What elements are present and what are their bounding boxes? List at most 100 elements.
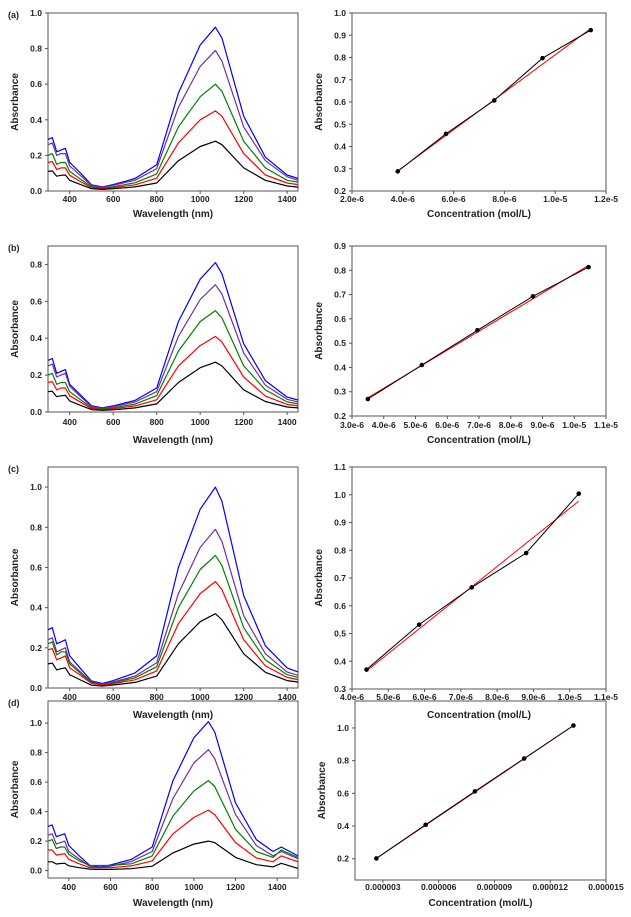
spectrum-series-2 (47, 310, 299, 410)
x-tick-label: 4.0e-6 (340, 692, 364, 702)
y-tick-label: 0.6 (334, 601, 346, 611)
x-tick-label: 1.1e-5 (594, 420, 618, 430)
x-tick-label: 400 (63, 194, 77, 204)
y-tick-label: 0.4 (334, 142, 346, 152)
x-tick-label: 1000 (191, 417, 210, 427)
y-tick-label: 0.4 (30, 115, 42, 125)
x-tick-label: 1000 (184, 882, 203, 892)
spectrum-series-1 (47, 528, 299, 685)
spectrum-series-1 (47, 49, 299, 188)
spectrum-series-0 (47, 262, 299, 409)
data-point (374, 856, 379, 861)
y-tick-label: 0.8 (30, 522, 42, 532)
x-tick-label: 1.0e-5 (543, 194, 567, 204)
x-tick-label: 1200 (234, 417, 253, 427)
x-axis-label: Concentration (mol/L) (427, 710, 531, 721)
x-tick-label: 7.0e-6 (449, 692, 473, 702)
x-tick-label: 400 (63, 692, 77, 702)
x-tick-label: 600 (106, 692, 120, 702)
y-tick-label: 1.0 (334, 8, 346, 18)
y-tick-label: 0.8 (30, 259, 42, 269)
x-tick-label: 5.0e-6 (403, 420, 427, 430)
chart-panel-1: 2.0e-6 4.0e-6 6.0e-6 8.0e-6 1.0e-5 1.2e-5 0.2 0… (314, 8, 618, 220)
x-tick-label: 0.000003 (365, 882, 401, 892)
plot-frame (351, 12, 607, 192)
y-tick-label: 0.8 (334, 53, 346, 63)
data-point (423, 822, 428, 828)
plot-frame (47, 700, 299, 879)
data-point (530, 293, 536, 299)
x-axis-label: Wavelength (nm) (133, 898, 213, 909)
x-tick-label: 1200 (234, 692, 253, 702)
data-point (491, 98, 497, 103)
data-point (588, 27, 594, 33)
x-axis-label: Concentration (mol/L) (427, 435, 531, 446)
data-point (419, 362, 425, 368)
x-tick-label: 600 (106, 194, 120, 204)
y-tick-label: 0.7 (334, 290, 346, 300)
y-tick-label: 0.3 (334, 164, 346, 174)
panel-label: (a) (8, 10, 19, 20)
plot-frame (47, 12, 299, 192)
y-tick-label: 0.6 (30, 79, 42, 89)
y-tick-label: 1.0 (30, 718, 42, 728)
x-tick-label: 9.0e-6 (530, 420, 554, 430)
y-axis-label: Absorbance (314, 302, 325, 360)
y-tick-label: 0.4 (334, 362, 346, 372)
x-tick-label: 600 (106, 417, 120, 427)
y-tick-label: 1.0 (337, 723, 349, 733)
data-point (586, 264, 591, 270)
y-tick-label: 0.2 (30, 836, 42, 846)
spectrum-series-0 (47, 720, 299, 868)
x-tick-label: 400 (62, 882, 76, 892)
data-point (365, 396, 371, 402)
x-tick-label: 8.0e-6 (499, 420, 523, 430)
spectrum-series-4 (47, 613, 299, 687)
x-tick-label: 3.0e-6 (340, 420, 364, 430)
x-tick-label: 0.000012 (532, 882, 568, 892)
y-tick-label: 0.9 (334, 30, 346, 40)
x-axis-label: Concentration (mol/L) (427, 209, 531, 220)
data-point (540, 55, 545, 61)
y-tick-label: 0.6 (334, 314, 346, 324)
x-axis-label: Wavelength (nm) (133, 435, 213, 446)
y-tick-label: 0.4 (337, 821, 349, 831)
data-point (475, 327, 480, 333)
y-tick-label: 0.5 (334, 629, 346, 639)
spectrum-series-2 (47, 554, 299, 686)
x-tick-label: 6.0e-6 (413, 692, 437, 702)
x-tick-label: 1.1e-5 (594, 692, 618, 702)
spectrum-series-3 (48, 809, 299, 869)
y-tick-label: 0.8 (30, 748, 42, 758)
data-point (523, 550, 529, 556)
chart-panel-0: 400 600 800 1000 1200 1400 0.0 0.2 0.4 0.6 0.8 1.0 W… (8, 8, 299, 220)
data-point (521, 756, 527, 761)
y-tick-label: 0.4 (30, 603, 42, 613)
y-axis-label: Absorbance (10, 548, 21, 606)
panel-label: (d) (8, 698, 20, 708)
y-axis-label: Absorbance (314, 73, 325, 131)
spectrum-series-4 (47, 140, 299, 190)
data-point (443, 131, 449, 137)
panel-label: (c) (8, 464, 19, 474)
plot-frame (354, 700, 607, 881)
x-tick-label: 1.0e-5 (558, 692, 582, 702)
y-tick-label: 0.8 (334, 265, 346, 275)
x-tick-label: 1400 (278, 417, 297, 427)
y-axis-label: Absorbance (317, 761, 328, 819)
y-tick-label: 0.8 (334, 545, 346, 555)
x-tick-label: 6.0e-6 (435, 420, 459, 430)
x-tick-label: 5.0e-6 (376, 692, 400, 702)
x-tick-label: 1000 (191, 194, 210, 204)
y-tick-label: 0.2 (30, 643, 42, 653)
y-tick-label: 0.0 (30, 683, 42, 693)
spectrum-series-3 (47, 335, 299, 411)
chart-panel-2: 400 600 800 1000 1200 1400 0.0 0.2 0.4 0.6 0.8 Wave… (8, 243, 299, 446)
y-tick-label: 0.6 (30, 777, 42, 787)
y-tick-label: 0.2 (337, 854, 349, 864)
plot-frame (47, 466, 299, 689)
y-tick-label: 0.2 (334, 186, 346, 196)
spectrum-series-1 (47, 284, 299, 409)
x-tick-label: 6.0e-6 (442, 194, 466, 204)
